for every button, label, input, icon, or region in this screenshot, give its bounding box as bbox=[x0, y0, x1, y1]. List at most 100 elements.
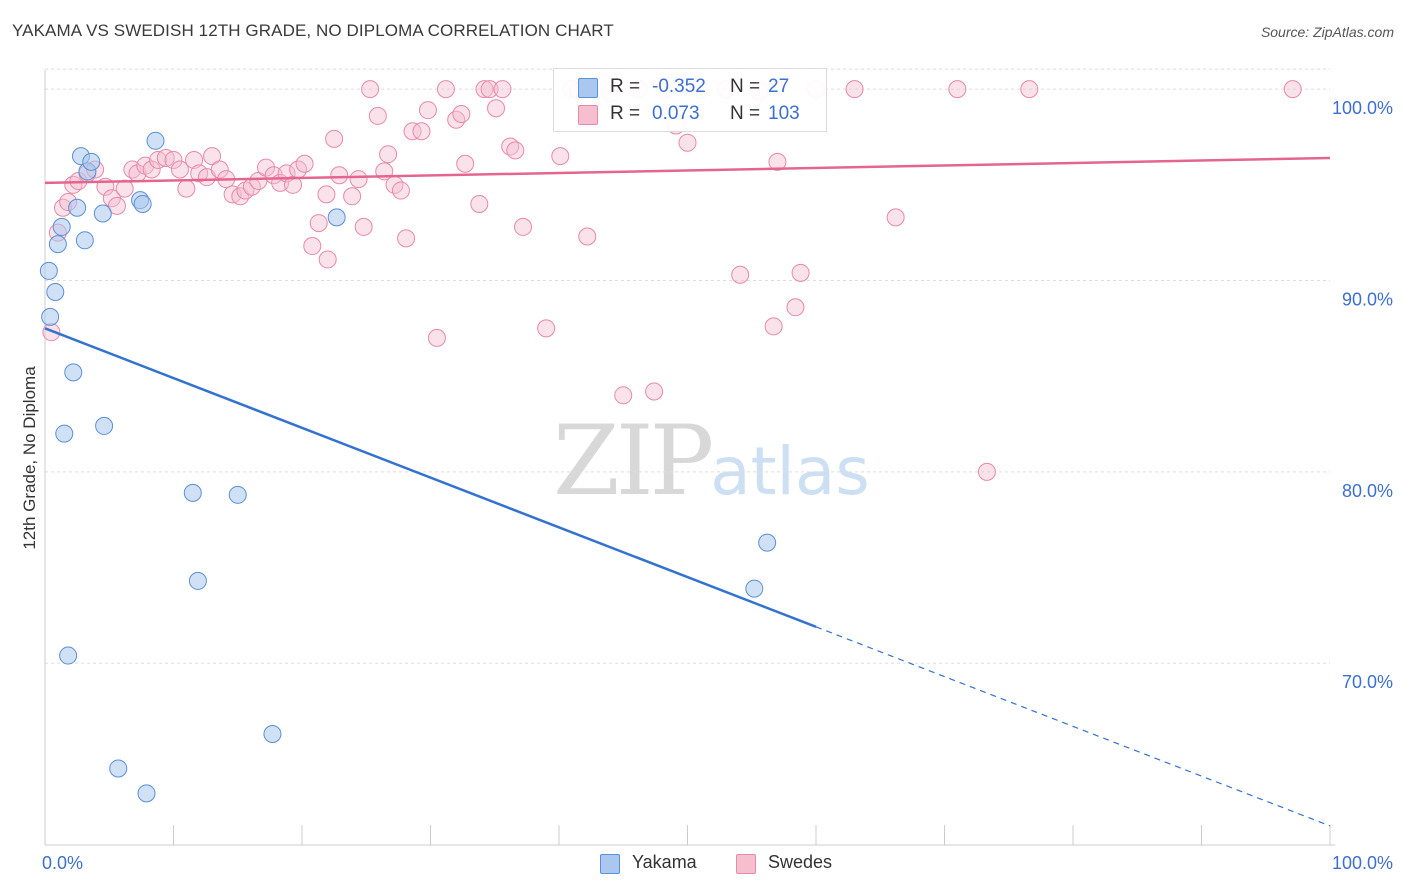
legend-swatch-yakama bbox=[600, 854, 620, 874]
swedes-point bbox=[768, 152, 787, 171]
x-tick-label-start: 0.0% bbox=[42, 853, 83, 873]
legend-r-label: R = bbox=[610, 76, 641, 97]
swedes-point bbox=[379, 145, 398, 164]
legend-r-label: R = bbox=[610, 103, 641, 124]
yakama-point bbox=[48, 235, 67, 254]
swedes-point bbox=[645, 382, 664, 401]
swedes-point bbox=[210, 160, 229, 179]
legend-swatch-yakama bbox=[578, 78, 598, 98]
yakama-point bbox=[55, 424, 74, 443]
swedes-point bbox=[317, 185, 336, 204]
y-tick-label: 80.0% bbox=[1342, 481, 1393, 501]
legend-swatch-swedes bbox=[578, 105, 598, 125]
swedes-point bbox=[678, 133, 697, 152]
swedes-point bbox=[447, 110, 466, 129]
yakama-point bbox=[52, 217, 71, 236]
legend-n-label: N = bbox=[730, 103, 761, 124]
swedes-point bbox=[977, 462, 996, 481]
legend-n-label: N = bbox=[730, 76, 761, 97]
legend-row-yakama: R = -0.352 N = 27 bbox=[554, 75, 826, 99]
swedes-point bbox=[480, 80, 499, 99]
y-tick-label: 100.0% bbox=[1332, 98, 1393, 118]
swedes-point bbox=[343, 187, 362, 206]
y-axis-label: 12th Grade, No Diploma bbox=[20, 366, 39, 550]
swedes-point bbox=[231, 187, 250, 206]
swedes-point bbox=[452, 105, 471, 124]
legend-r-value: 0.073 bbox=[652, 103, 700, 124]
swedes-point bbox=[845, 80, 864, 99]
swedes-point bbox=[203, 147, 222, 166]
swedes-point bbox=[354, 217, 373, 236]
swedes-point bbox=[391, 181, 410, 200]
swedes-point bbox=[470, 194, 489, 213]
source-credit: Source: ZipAtlas.com bbox=[1260, 24, 1394, 40]
swedes-point bbox=[886, 208, 905, 227]
legend-n-value: 27 bbox=[768, 76, 790, 97]
yakama-point bbox=[146, 131, 165, 150]
yakama-trend-extension bbox=[815, 626, 1331, 827]
swedes-point bbox=[791, 263, 810, 282]
yakama-point bbox=[758, 533, 777, 552]
swedes-point bbox=[493, 80, 512, 99]
swedes-point bbox=[1020, 80, 1039, 99]
yakama-point bbox=[46, 282, 65, 301]
y-tick-label: 70.0% bbox=[1342, 672, 1393, 692]
swedes-point bbox=[325, 129, 344, 148]
swedes-point bbox=[177, 179, 196, 198]
swedes-point bbox=[487, 99, 506, 118]
legend-label-yakama: Yakama bbox=[632, 852, 697, 872]
swedes-point bbox=[731, 265, 750, 284]
swedes-point bbox=[475, 80, 494, 99]
x-tick-label-end: 100.0% bbox=[1332, 853, 1393, 873]
swedes-point bbox=[551, 147, 570, 166]
swedes-point bbox=[764, 317, 783, 336]
swedes-point bbox=[107, 196, 126, 215]
y-tick-label: 90.0% bbox=[1342, 289, 1393, 309]
yakama-trend-line bbox=[44, 327, 817, 629]
legend-row-swedes: R = 0.073 N = 103 bbox=[554, 102, 826, 126]
yakama-point bbox=[133, 194, 152, 213]
swedes-point bbox=[786, 298, 805, 317]
yakama-point bbox=[41, 307, 60, 326]
swedes-point bbox=[309, 214, 328, 233]
yakama-point bbox=[75, 231, 94, 250]
yakama-point bbox=[68, 198, 87, 217]
yakama-point bbox=[109, 759, 128, 778]
swedes-point bbox=[368, 106, 387, 125]
swedes-point bbox=[330, 166, 349, 185]
yakama-point bbox=[39, 261, 58, 280]
swedes-point bbox=[295, 154, 314, 173]
swedes-point bbox=[361, 80, 380, 99]
yakama-point bbox=[59, 646, 78, 665]
yakama-point bbox=[263, 725, 282, 744]
swedes-point bbox=[156, 149, 175, 168]
yakama-point bbox=[95, 416, 114, 435]
legend-n-value: 103 bbox=[768, 103, 800, 124]
swedes-point bbox=[412, 122, 431, 141]
yakama-point bbox=[64, 363, 83, 382]
swedes-point bbox=[149, 150, 168, 169]
legend-label-swedes: Swedes bbox=[768, 852, 833, 872]
swedes-point bbox=[1283, 80, 1302, 99]
yakama-point bbox=[93, 204, 112, 223]
swedes-point bbox=[948, 80, 967, 99]
swedes-point bbox=[427, 328, 446, 347]
swedes-point bbox=[436, 80, 455, 99]
swedes-point bbox=[349, 170, 368, 189]
stats-legend: R = -0.352 N = 27 R = 0.073 N = 103 bbox=[553, 68, 827, 132]
swedes-point bbox=[142, 160, 161, 179]
yakama-point bbox=[183, 483, 202, 502]
swedes-point bbox=[170, 160, 189, 179]
chart-title: YAKAMA VS SWEDISH 12TH GRADE, NO DIPLOMA… bbox=[12, 21, 614, 40]
swedes-point bbox=[506, 141, 525, 160]
swedes-point bbox=[318, 250, 337, 269]
legend-swatch-swedes bbox=[736, 854, 756, 874]
swedes-point bbox=[614, 386, 633, 405]
yakama-point bbox=[745, 579, 764, 598]
swedes-point bbox=[164, 150, 183, 169]
swedes-point bbox=[418, 101, 437, 120]
swedes-point bbox=[456, 154, 475, 173]
swedes-trend-line bbox=[44, 156, 1331, 185]
yakama-point bbox=[82, 152, 101, 171]
